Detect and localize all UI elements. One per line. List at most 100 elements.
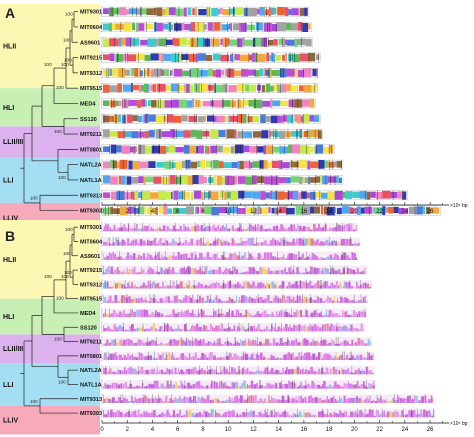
similarity-bar: [181, 415, 184, 418]
similarity-bar: [194, 338, 198, 346]
synteny-block: [216, 175, 222, 185]
similarity-bar: [278, 413, 280, 418]
similarity-bar: [196, 400, 198, 403]
panel-letter-b: B: [5, 228, 15, 244]
clade-band-hli: [0, 298, 100, 335]
similarity-bar: [206, 357, 209, 361]
similarity-bar: [221, 370, 223, 375]
similarity-bar: [362, 370, 366, 375]
synteny-block: [189, 84, 194, 93]
similarity-bar: [302, 299, 304, 303]
similarity-bar: [359, 311, 361, 318]
synteny-block: [175, 146, 184, 153]
synteny-block: [110, 191, 117, 200]
similarity-bar: [131, 411, 134, 418]
similarity-bar: [151, 312, 154, 318]
similarity-bar: [230, 386, 232, 389]
synteny-block: [151, 69, 154, 77]
similarity-bar: [360, 339, 363, 346]
similarity-bar: [280, 399, 282, 403]
synteny-block: [138, 68, 141, 77]
similarity-bar: [334, 253, 336, 260]
synteny-block: [248, 7, 257, 17]
synteny-block: [255, 22, 263, 31]
similarity-bar: [197, 358, 200, 361]
synteny-block: [170, 24, 174, 31]
strain-label: AS9601: [80, 254, 100, 260]
similarity-bar: [142, 240, 146, 246]
similarity-bar: [152, 369, 154, 375]
synteny-block: [302, 176, 305, 184]
similarity-bar: [234, 415, 237, 418]
similarity-bar: [117, 384, 121, 389]
synteny-block: [286, 177, 291, 184]
synteny-block: [185, 159, 191, 169]
similarity-bar: [164, 396, 167, 403]
similarity-bar: [138, 286, 141, 289]
phylo-tree-b: [20, 226, 78, 414]
similarity-bar: [273, 327, 276, 332]
similarity-bar: [279, 285, 282, 289]
similarity-bar: [298, 352, 301, 361]
similarity-bar: [189, 295, 191, 303]
synteny-block: [189, 23, 191, 32]
synteny-block: [246, 24, 256, 31]
synteny-block: [235, 144, 244, 154]
similarity-bar: [129, 243, 131, 246]
synteny-block: [232, 176, 235, 185]
similarity-bar: [123, 295, 126, 303]
similarity-bar: [192, 340, 195, 346]
similarity-bar: [233, 368, 236, 375]
similarity-bar: [148, 240, 151, 246]
similarity-bar: [312, 353, 316, 361]
synteny-block: [327, 176, 337, 183]
synteny-block: [160, 145, 167, 154]
synteny-block: [260, 191, 266, 200]
synteny-block: [221, 24, 229, 31]
similarity-bar: [120, 298, 122, 303]
similarity-bar: [224, 284, 227, 289]
synteny-block: [278, 38, 284, 46]
similarity-bar: [337, 413, 340, 418]
bootstrap-value: 100: [44, 274, 52, 279]
synteny-block: [356, 206, 361, 215]
similarity-bar: [239, 327, 241, 332]
similarity-bar: [274, 272, 275, 275]
similarity-bar: [174, 367, 177, 375]
synteny-block: [227, 206, 230, 215]
similarity-bar: [166, 240, 168, 246]
similarity-bar: [243, 282, 245, 289]
similarity-bar: [344, 369, 347, 375]
similarity-bar: [217, 342, 219, 346]
similarity-bar: [302, 355, 304, 361]
similarity-bar: [339, 282, 342, 289]
similarity-bar: [318, 223, 320, 232]
similarity-bar: [351, 300, 355, 303]
x-axis-tick-label: 0: [100, 427, 104, 433]
similarity-bar: [154, 310, 157, 318]
synteny-block: [139, 84, 142, 92]
similarity-bar: [234, 396, 236, 403]
similarity-bar: [244, 354, 246, 361]
similarity-bar: [294, 300, 297, 303]
similarity-bar: [249, 410, 253, 418]
similarity-bar: [127, 224, 130, 232]
synteny-block: [298, 38, 306, 46]
similarity-bar: [192, 324, 194, 332]
similarity-bar: [193, 257, 195, 260]
synteny-block: [303, 114, 310, 123]
similarity-bar: [248, 356, 251, 361]
synteny-block: [190, 38, 197, 48]
synteny-block: [242, 37, 245, 46]
similarity-bar: [175, 415, 177, 418]
synteny-block: [110, 100, 116, 107]
synteny-block: [237, 99, 242, 108]
similarity-bar: [368, 370, 370, 375]
synteny-block: [286, 84, 292, 92]
similarity-bar: [338, 269, 341, 275]
similarity-bar: [261, 414, 263, 418]
similarity-bar: [392, 397, 394, 403]
similarity-bar: [277, 411, 279, 418]
similarity-bar: [247, 237, 249, 246]
similarity-bar: [223, 301, 226, 303]
